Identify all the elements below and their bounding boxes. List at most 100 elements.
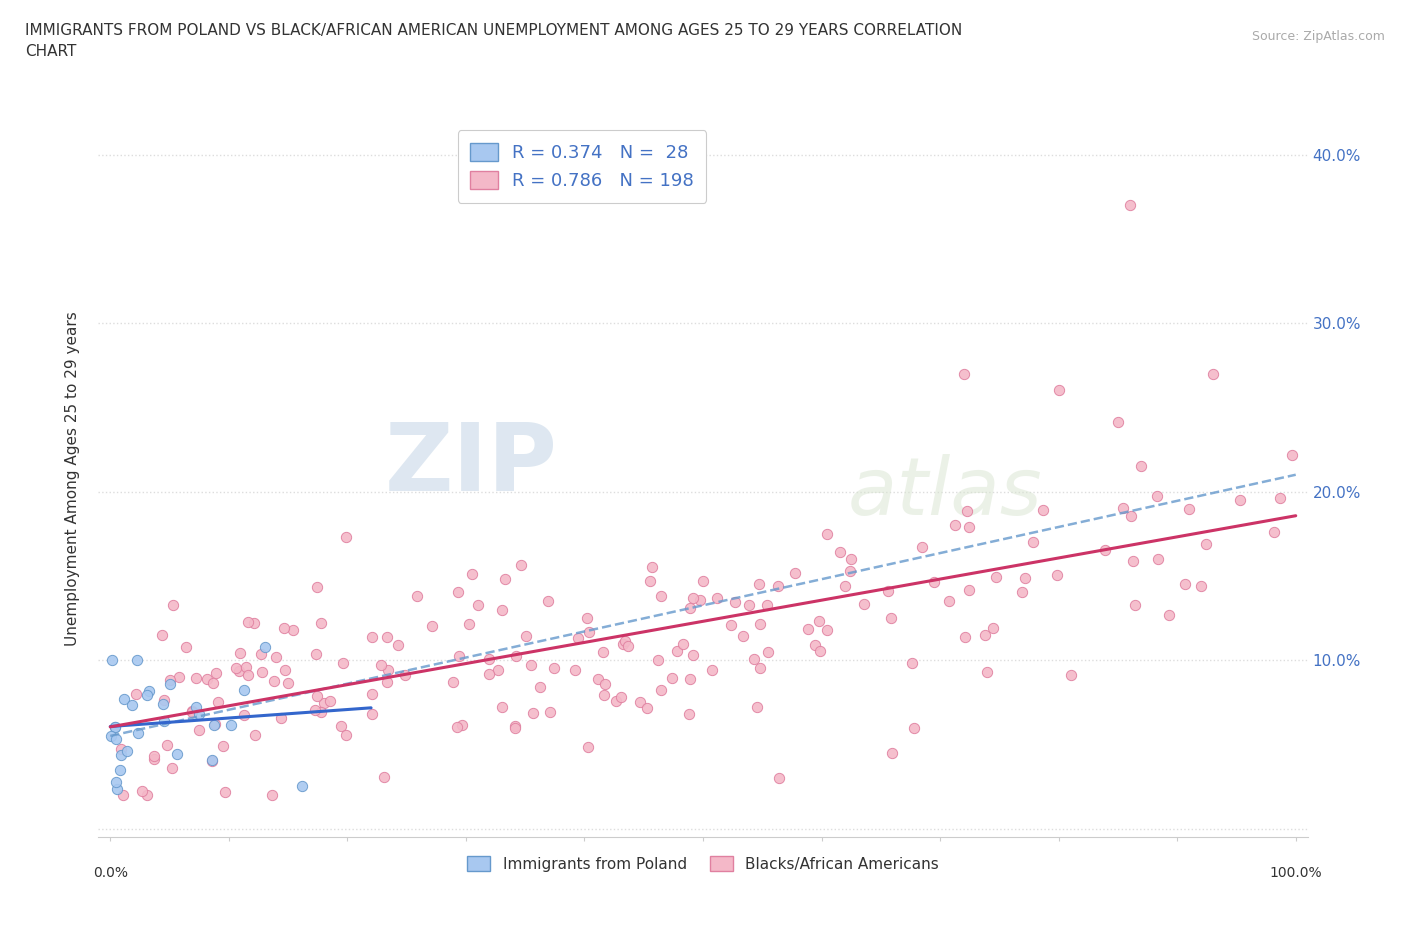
Point xyxy=(733,628,755,643)
Point xyxy=(236,667,259,682)
Point xyxy=(494,572,516,587)
Point xyxy=(225,660,247,675)
Point xyxy=(1195,537,1218,551)
Point xyxy=(377,662,399,677)
Point xyxy=(273,620,295,635)
Point xyxy=(319,694,342,709)
Point xyxy=(110,741,132,756)
Point xyxy=(156,738,179,753)
Point xyxy=(110,748,132,763)
Point xyxy=(610,689,633,704)
Point xyxy=(420,618,443,633)
Point xyxy=(682,591,704,605)
Point xyxy=(682,647,704,662)
Point xyxy=(1094,542,1116,557)
Point xyxy=(235,659,257,674)
Point xyxy=(335,727,357,742)
Point xyxy=(956,503,979,518)
Point xyxy=(277,675,299,690)
Point xyxy=(166,747,188,762)
Point xyxy=(678,601,700,616)
Point xyxy=(201,753,224,768)
Point xyxy=(375,674,398,689)
Point xyxy=(605,694,627,709)
Point xyxy=(236,615,259,630)
Point xyxy=(617,639,640,654)
Point xyxy=(1174,577,1197,591)
Point xyxy=(478,667,501,682)
Point xyxy=(142,751,165,766)
Point xyxy=(1014,571,1036,586)
Point xyxy=(638,574,661,589)
Point xyxy=(529,680,551,695)
Point xyxy=(614,633,637,648)
Point xyxy=(1119,198,1142,213)
Point xyxy=(135,687,157,702)
Point xyxy=(1129,458,1152,473)
Point xyxy=(807,614,830,629)
Point xyxy=(768,771,790,786)
Point xyxy=(131,783,153,798)
Point xyxy=(742,652,765,667)
Point xyxy=(201,753,224,768)
Point xyxy=(232,683,254,698)
Point xyxy=(270,711,292,725)
Point xyxy=(101,653,124,668)
Point xyxy=(1112,500,1135,515)
Point xyxy=(745,699,768,714)
Point xyxy=(766,578,789,593)
Point xyxy=(952,366,974,381)
Point xyxy=(1146,551,1168,566)
Point xyxy=(903,721,925,736)
Point xyxy=(592,644,614,659)
Point xyxy=(748,577,770,591)
Point xyxy=(1263,525,1285,539)
Point xyxy=(1032,502,1054,517)
Point xyxy=(1046,567,1069,582)
Point xyxy=(839,551,862,566)
Point xyxy=(204,717,226,732)
Point xyxy=(332,656,354,671)
Point xyxy=(152,697,174,711)
Point xyxy=(441,674,464,689)
Point xyxy=(578,624,600,639)
Point xyxy=(1281,447,1303,462)
Point xyxy=(853,596,876,611)
Point xyxy=(127,652,149,667)
Point xyxy=(121,698,143,712)
Point xyxy=(1157,608,1180,623)
Point xyxy=(702,662,724,677)
Point xyxy=(1047,383,1070,398)
Point xyxy=(312,695,335,710)
Text: atlas: atlas xyxy=(848,454,1043,532)
Point xyxy=(957,520,980,535)
Point xyxy=(211,738,233,753)
Text: IMMIGRANTS FROM POLAND VS BLACK/AFRICAN AMERICAN UNEMPLOYMENT AMONG AGES 25 TO 2: IMMIGRANTS FROM POLAND VS BLACK/AFRICAN … xyxy=(25,23,963,60)
Point xyxy=(510,557,533,572)
Point xyxy=(515,629,537,644)
Point xyxy=(943,517,966,532)
Point xyxy=(159,676,181,691)
Point xyxy=(243,616,266,631)
Point xyxy=(115,743,138,758)
Point xyxy=(678,707,700,722)
Point xyxy=(491,603,513,618)
Point xyxy=(360,686,382,701)
Point xyxy=(749,617,772,631)
Point xyxy=(1011,584,1033,599)
Point xyxy=(986,570,1008,585)
Point xyxy=(181,705,204,720)
Point xyxy=(522,706,544,721)
Point xyxy=(1122,553,1144,568)
Point xyxy=(567,631,589,645)
Point xyxy=(330,719,353,734)
Point xyxy=(1107,415,1129,430)
Point xyxy=(575,610,598,625)
Point xyxy=(612,636,634,651)
Point xyxy=(186,671,208,685)
Point xyxy=(1270,490,1292,505)
Point xyxy=(394,668,416,683)
Point xyxy=(922,574,945,589)
Point xyxy=(159,672,181,687)
Point xyxy=(305,579,328,594)
